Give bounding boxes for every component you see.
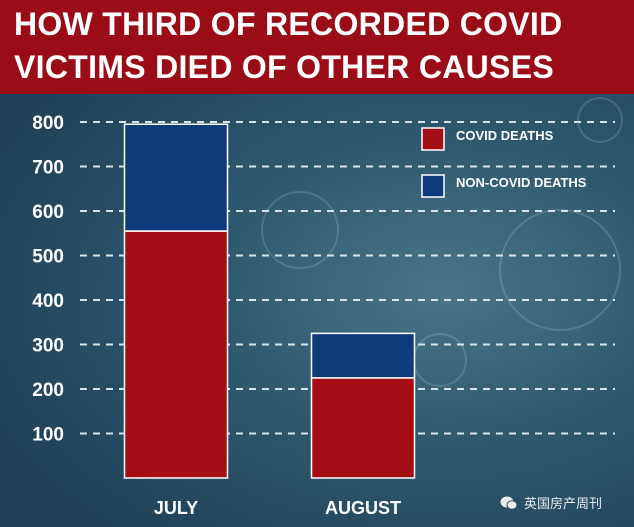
watermark-text: 英国房产周刊 bbox=[524, 497, 603, 512]
y-tick-label: 100 bbox=[32, 425, 64, 446]
stacked-bar-chart: 100 200 300 400 500 600 700 800 JULY AUGUST COVI… bbox=[32, 97, 623, 518]
legend-swatch-covid bbox=[421, 127, 445, 151]
title-banner: HOW THIRD OF RECORDED COVID VICTIMS DIED… bbox=[0, 0, 634, 94]
legend-label-non-covid: NON-COVID DEATHS bbox=[456, 175, 587, 190]
y-tick-label: 400 bbox=[32, 291, 64, 312]
legend-label-covid: COVID DEATHS bbox=[456, 128, 554, 143]
chart-title-line-2: VICTIMS DIED OF OTHER CAUSES bbox=[14, 49, 554, 85]
chat-bubble-icon bbox=[500, 496, 518, 510]
bar-july-non-covid bbox=[123, 123, 229, 232]
y-tick-label: 800 bbox=[32, 113, 64, 134]
x-tick-label: JULY bbox=[154, 498, 198, 518]
y-tick-label: 500 bbox=[32, 247, 64, 268]
x-tick-label: AUGUST bbox=[325, 498, 401, 518]
bar-august-covid bbox=[310, 377, 416, 479]
chart-title-line-1: HOW THIRD OF RECORDED COVID bbox=[14, 6, 563, 42]
y-tick-label: 600 bbox=[32, 202, 64, 223]
watermark: 英国房产周刊 bbox=[500, 493, 602, 512]
legend-swatch-non-covid bbox=[421, 174, 445, 198]
virus-background-decoration bbox=[261, 97, 623, 387]
y-tick-label: 700 bbox=[32, 158, 64, 179]
bar-august-non-covid bbox=[310, 332, 416, 379]
y-tick-label: 300 bbox=[32, 336, 64, 357]
y-tick-label: 200 bbox=[32, 380, 64, 401]
bar-july-covid bbox=[123, 230, 229, 479]
